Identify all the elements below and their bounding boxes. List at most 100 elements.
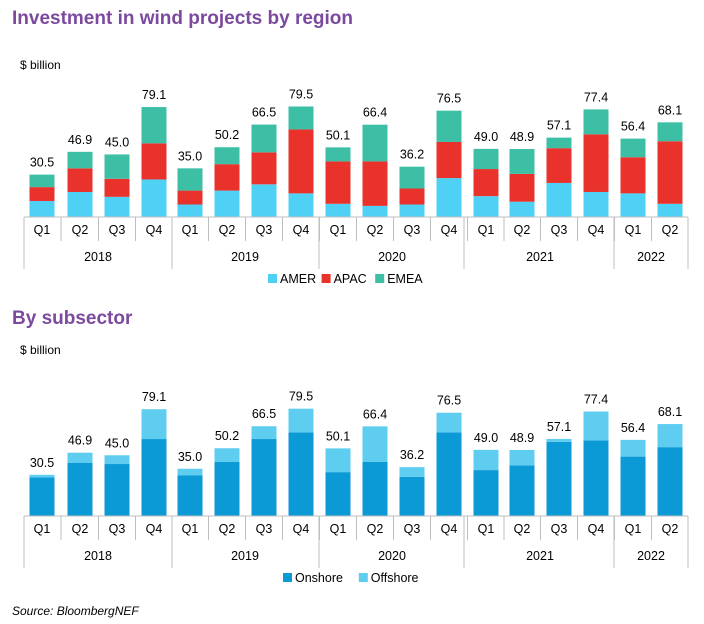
- bar-onshore-8: [325, 472, 351, 516]
- quarter-label: Q4: [293, 223, 310, 237]
- bar-onshore-5: [214, 462, 240, 516]
- bar-apac-10: [399, 188, 425, 205]
- bar-offshore-2: [104, 455, 130, 465]
- total-label: 76.5: [437, 394, 461, 408]
- quarter-label: Q1: [478, 522, 495, 536]
- total-label: 66.5: [252, 106, 276, 120]
- bar-onshore-4: [177, 475, 203, 516]
- bar-offshore-5: [214, 448, 240, 462]
- bar-offshore-7: [288, 408, 314, 433]
- total-label: 46.9: [68, 434, 92, 448]
- total-label: 56.4: [621, 421, 645, 435]
- total-label: 57.1: [547, 119, 571, 133]
- quarter-label: Q2: [662, 223, 679, 237]
- legend-swatch-offshore: [358, 573, 368, 582]
- bar-apac-3: [141, 143, 167, 180]
- quarter-label: Q3: [551, 223, 568, 237]
- bar-apac-16: [620, 157, 646, 194]
- bar-amer-0: [29, 201, 55, 217]
- total-label: 50.2: [215, 429, 239, 443]
- bar-emea-9: [362, 124, 388, 162]
- bar-offshore-11: [436, 412, 462, 433]
- legend-swatch-apac: [321, 274, 331, 283]
- bar-emea-0: [29, 174, 55, 188]
- bar-amer-6: [251, 184, 277, 217]
- bar-offshore-16: [620, 439, 646, 457]
- quarter-label: Q4: [293, 522, 310, 536]
- bar-apac-6: [251, 152, 277, 185]
- total-label: 79.5: [289, 390, 313, 404]
- chart-2-subsector: 30.5 46.9 45.0 79.1 35.0 50.2 66.5 79.5 50.1 66.4…: [23, 390, 689, 585]
- quarter-label: Q4: [588, 223, 605, 237]
- quarter-label: Q2: [662, 522, 679, 536]
- bar-onshore-12: [473, 470, 499, 516]
- total-label: 45.0: [105, 135, 129, 149]
- bar-emea-13: [509, 149, 535, 174]
- year-label: 2021: [526, 250, 554, 264]
- quarter-label: Q1: [182, 223, 199, 237]
- quarter-label: Q4: [441, 223, 458, 237]
- source-note: Source: BloombergNEF: [12, 604, 139, 618]
- bar-emea-1: [67, 151, 93, 169]
- chart-1-ylabel: $ billion: [20, 58, 61, 72]
- total-label: 46.9: [68, 133, 92, 147]
- bar-emea-11: [436, 110, 462, 142]
- total-label: 36.2: [400, 148, 424, 162]
- legend-swatch-amer: [268, 274, 277, 283]
- quarter-label: Q2: [72, 522, 89, 536]
- total-label: 77.4: [584, 90, 608, 104]
- bar-amer-8: [325, 203, 351, 217]
- bar-offshore-9: [362, 426, 388, 462]
- chart-2-title: By subsector: [12, 308, 133, 329]
- bar-amer-16: [620, 193, 646, 217]
- total-label: 48.9: [510, 431, 534, 445]
- total-label: 68.1: [658, 103, 682, 117]
- bar-emea-15: [583, 109, 609, 135]
- quarter-label: Q2: [514, 522, 531, 536]
- legend-label-apac: APAC: [334, 272, 367, 286]
- bar-offshore-4: [177, 468, 203, 476]
- bar-amer-17: [657, 203, 683, 217]
- bar-emea-2: [104, 154, 130, 179]
- bar-onshore-0: [29, 477, 55, 516]
- year-label: 2022: [637, 549, 665, 563]
- bar-apac-1: [67, 168, 93, 192]
- bar-emea-14: [546, 137, 572, 149]
- bar-apac-4: [177, 190, 203, 205]
- bar-amer-11: [436, 178, 462, 217]
- quarter-label: Q3: [109, 223, 126, 237]
- total-label: 56.4: [621, 120, 645, 134]
- bar-amer-15: [583, 191, 609, 217]
- bar-offshore-12: [473, 449, 499, 471]
- bar-onshore-9: [362, 462, 388, 516]
- bar-apac-14: [546, 148, 572, 183]
- bar-onshore-3: [141, 439, 167, 516]
- legend-label-amer: AMER: [280, 272, 316, 286]
- bar-emea-10: [399, 166, 425, 189]
- bar-offshore-14: [546, 438, 572, 442]
- bar-apac-5: [214, 164, 240, 191]
- quarter-label: Q1: [34, 223, 51, 237]
- bar-emea-7: [288, 106, 314, 130]
- chart-1-region: 30.5 46.9 45.0 79.1 35.0 50.2 66.5 79.5 50.1 66.4…: [23, 87, 689, 286]
- quarter-label: Q2: [72, 223, 89, 237]
- bar-apac-13: [509, 173, 535, 202]
- bar-emea-17: [657, 122, 683, 142]
- year-label: 2019: [231, 549, 259, 563]
- quarter-label: Q1: [330, 223, 347, 237]
- bar-apac-15: [583, 134, 609, 192]
- total-label: 30.5: [30, 156, 54, 170]
- total-label: 66.5: [252, 407, 276, 421]
- bar-onshore-2: [104, 464, 130, 516]
- bar-apac-17: [657, 141, 683, 204]
- bar-emea-4: [177, 168, 203, 191]
- bar-apac-8: [325, 161, 351, 204]
- quarter-label: Q4: [588, 522, 605, 536]
- year-label: 2021: [526, 549, 554, 563]
- year-label: 2022: [637, 250, 665, 264]
- total-label: 79.5: [289, 87, 313, 101]
- total-label: 45.0: [105, 436, 129, 450]
- quarter-label: Q1: [182, 522, 199, 536]
- quarter-label: Q2: [514, 223, 531, 237]
- bar-amer-12: [473, 196, 499, 217]
